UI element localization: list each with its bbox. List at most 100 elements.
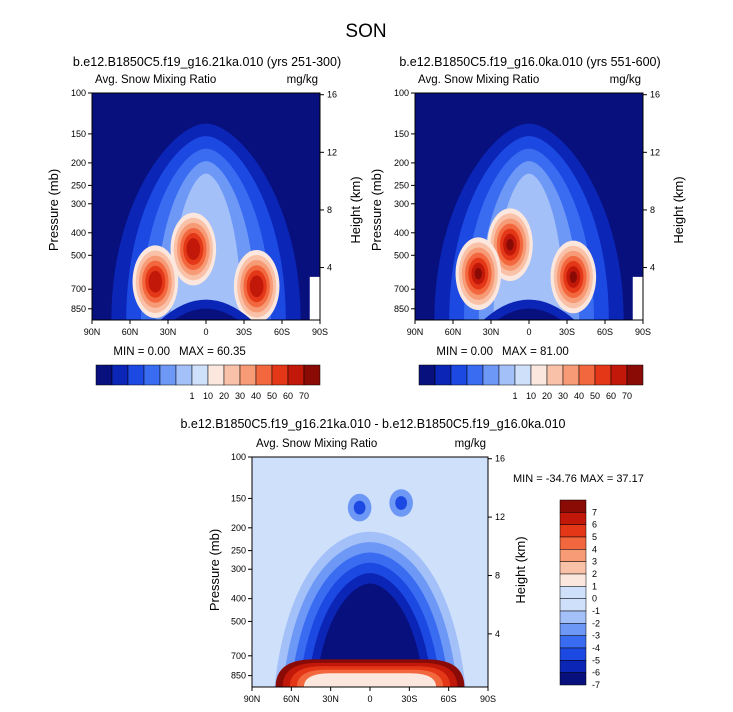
panel-0ka-colorbar-label: 10 <box>526 391 536 401</box>
panel-21ka-colorbar-swatch <box>207 364 225 386</box>
panel-0ka-y2-tick-label: 8 <box>650 205 655 215</box>
panel-difference-colorbar-swatch <box>559 610 587 624</box>
panel-21ka-y-tick-label: 150 <box>71 129 86 139</box>
panel-difference-y-tick-label: 150 <box>231 493 246 503</box>
panel-0ka-y-tick-label: 850 <box>394 304 409 314</box>
panel-difference-colorbar-label: -5 <box>592 655 600 665</box>
panel-21ka-y-tick-label: 100 <box>71 88 86 98</box>
panel-21ka-colorbar-swatch <box>127 364 145 386</box>
panel-0ka-y-tick-label: 400 <box>394 228 409 238</box>
panel-difference-colorbar-swatch <box>559 573 587 587</box>
panel-0ka-x-tick-label: 90S <box>635 327 651 337</box>
panel-0ka-colorbar-label: 60 <box>606 391 616 401</box>
panel-difference-colorbar-label: -4 <box>592 643 600 653</box>
panel-0ka-max: MAX = 81.00 <box>502 346 569 358</box>
panel-difference-colorbar-label: 1 <box>592 581 597 591</box>
panel-0ka-y-tick-label: 300 <box>394 199 409 209</box>
panel-difference-colorbar-swatch <box>559 524 587 538</box>
panel-21ka-maximum-level <box>249 275 264 298</box>
panel-difference-x-tick-label: 60S <box>441 694 457 704</box>
panel-0ka-y-tick-label: 700 <box>394 284 409 294</box>
panel-0ka-y2-tick-label: 12 <box>650 147 660 157</box>
panel-21ka-colorbar-swatch <box>271 364 289 386</box>
panel-21ka-colorbar-label: 40 <box>251 391 261 401</box>
panel-0ka-colorbar-label: 50 <box>590 391 600 401</box>
panel-difference-stats: MIN = -34.76 MAX = 37.17 <box>513 473 644 485</box>
panel-difference-colorbar-swatch <box>559 647 587 661</box>
panel-difference-colorbar-label: 6 <box>592 520 597 530</box>
panel-21ka-colorbar-swatch <box>255 364 273 386</box>
panel-difference-colorbar: 7 6 5 4 3 2 1 0 -1 -2 -3 -4 -5 -6 -7 <box>559 499 600 690</box>
panel-21ka-plot: 90N 60N 30N 0 30S 60S 90S 100 150 200 250 300 400 500… <box>71 88 337 337</box>
panel-difference-y2-tick-label: 12 <box>495 512 505 522</box>
panel-21ka-y-tick-label: 500 <box>71 250 86 260</box>
panel-21ka-y2-tick-label: 12 <box>327 147 337 157</box>
panel-0ka-plot: 90N 60N 30N 0 30S 60S 90S 100 150 200 250 300 400 500… <box>394 88 660 337</box>
panel-0ka-x-tick-label: 30N <box>483 327 500 337</box>
panel-difference-colorbar-label: 4 <box>592 544 597 554</box>
panel-difference-colorbar-swatch <box>559 635 587 649</box>
panel-difference-y2-tick-label: 4 <box>495 629 500 639</box>
panel-21ka-colorbar-swatch <box>191 364 209 386</box>
panel-21ka-units: mg/kg <box>287 74 318 86</box>
panel-21ka-y2label: Height (km) <box>348 176 363 243</box>
panel-0ka-colorbar-label: 20 <box>542 391 552 401</box>
panel-difference-colorbar-swatch <box>559 561 587 575</box>
panel-0ka-colorbar-swatch <box>610 364 628 386</box>
panel-0ka-title: b.e12.B1850C5.f19_g16.0ka.010 (yrs 551-6… <box>399 55 660 69</box>
panel-21ka-colorbar-label: 20 <box>219 391 229 401</box>
panel-difference-colorbar-swatch <box>559 499 587 513</box>
panel-difference-surface-positive-core <box>303 673 437 687</box>
panel-difference-upper-minimum-core <box>353 500 366 515</box>
panel-21ka-max: MAX = 60.35 <box>179 346 246 358</box>
panel-difference-y2-tick-label: 16 <box>495 454 505 464</box>
panel-difference-x-tick-label: 0 <box>367 694 372 704</box>
panel-0ka-x-tick-label: 60S <box>597 327 613 337</box>
panel-21ka-colorbar-label: 60 <box>283 391 293 401</box>
panel-0ka-units: mg/kg <box>610 74 641 86</box>
panel-21ka-x-tick-label: 0 <box>203 327 208 337</box>
panel-difference-y-tick-label: 400 <box>231 594 246 604</box>
panel-21ka-terrain-mask <box>309 276 320 320</box>
panel-21ka-colorbar-swatch <box>159 364 177 386</box>
panel-difference-plot: 90N 60N 30N 0 30S 60S 90S 100 150 200 250 300 400 500… <box>231 452 505 704</box>
panel-difference-colorbar-swatch <box>559 586 587 599</box>
panel-difference-units: mg/kg <box>455 438 486 450</box>
panel-difference-colorbar-swatch <box>559 660 587 673</box>
panel-21ka-colorbar-swatch <box>287 364 305 386</box>
panel-0ka-colorbar-label: 1 <box>512 391 517 401</box>
panel-0ka-colorbar-label: 40 <box>574 391 584 401</box>
panel-21ka: b.e12.B1850C5.f19_g16.21ka.010 (yrs 251-… <box>46 55 363 401</box>
panel-21ka-min: MIN = 0.00 <box>113 346 170 358</box>
panel-21ka-colorbar: 1 10 20 30 40 50 60 70 <box>95 364 321 401</box>
panel-0ka-colorbar-swatch <box>546 364 564 386</box>
panel-difference-y-tick-label: 850 <box>231 671 246 681</box>
panel-21ka-colorbar-label: 70 <box>299 391 309 401</box>
panel-0ka-colorbar-swatch <box>530 364 548 386</box>
panel-21ka-colorbar-label: 1 <box>189 391 194 401</box>
panel-0ka-y2-tick-label: 4 <box>650 263 655 273</box>
panel-21ka-surface-minimum-core <box>174 308 238 320</box>
panel-0ka-colorbar-swatch <box>482 364 500 386</box>
panel-difference-y-tick-label: 200 <box>231 523 246 533</box>
panel-21ka-colorbar-swatch <box>223 364 241 386</box>
panel-21ka-y-tick-label: 250 <box>71 180 86 190</box>
panel-21ka-colorbar-swatch <box>95 364 113 386</box>
panel-difference-x-tick-label: 30S <box>401 694 417 704</box>
panel-0ka-colorbar-swatch <box>594 364 612 386</box>
panel-21ka-x-tick-label: 60S <box>274 327 290 337</box>
panel-difference-y2label: Height (km) <box>513 536 528 603</box>
panel-0ka-colorbar-swatch <box>434 364 452 386</box>
panel-difference-colorbar-label: -1 <box>592 606 600 616</box>
panel-difference-x-tick-label: 60N <box>283 694 300 704</box>
panel-21ka-y-tick-label: 700 <box>71 284 86 294</box>
panel-difference-field <box>252 457 488 687</box>
panel-0ka-colorbar-label: 30 <box>558 391 568 401</box>
panel-difference-colorbar-label: 0 <box>592 594 597 604</box>
panel-0ka: b.e12.B1850C5.f19_g16.0ka.010 (yrs 551-6… <box>369 55 686 401</box>
panel-21ka-y2-tick-label: 4 <box>327 263 332 273</box>
panel-difference-colorbar-swatch <box>559 598 587 612</box>
panel-21ka-colorbar-label: 30 <box>235 391 245 401</box>
panel-0ka-colorbar-swatch <box>466 364 484 386</box>
